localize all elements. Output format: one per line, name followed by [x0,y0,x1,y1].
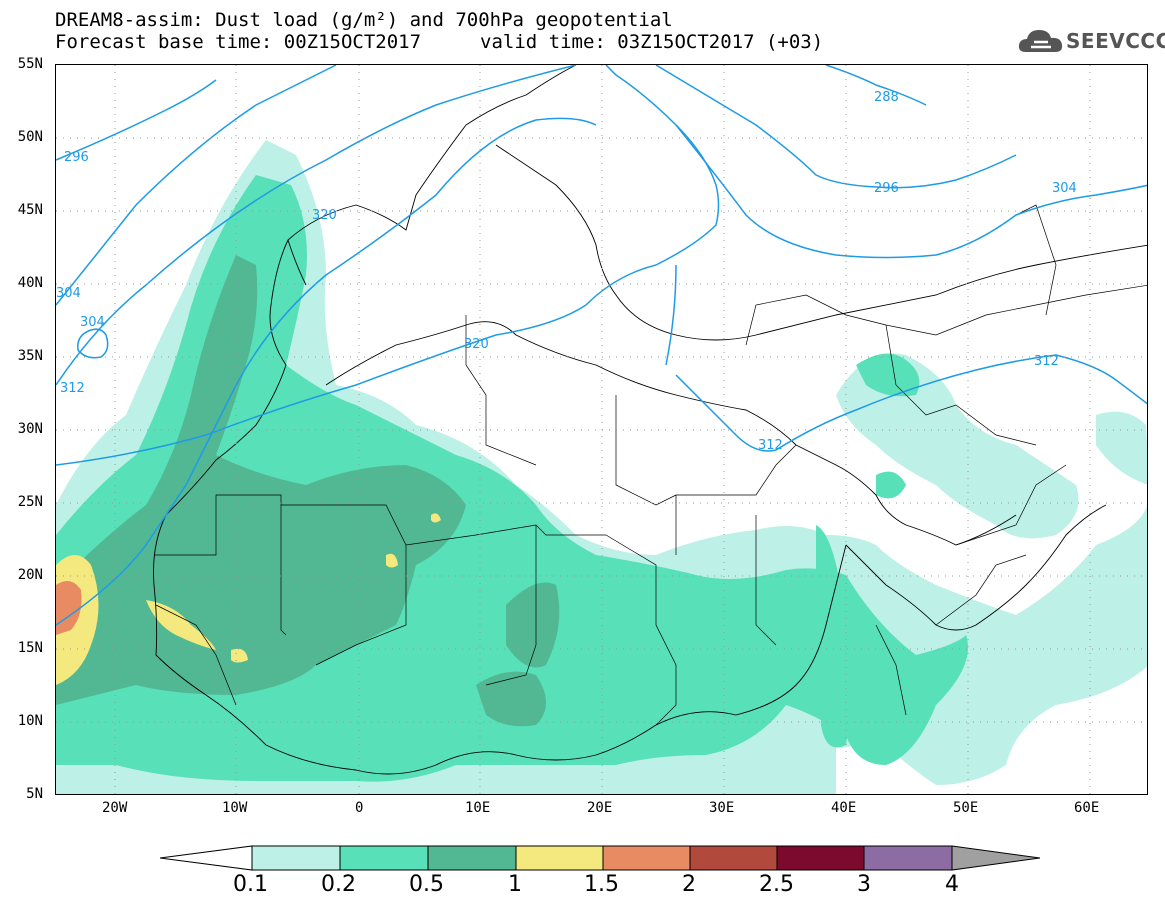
color-scale-bar [159,845,1041,875]
color-scale-svg [159,845,1041,871]
scale-label-2.5: 2.5 [759,872,794,897]
contour-312-south [665,264,677,366]
contour-label-296-w: 296 [64,150,89,165]
contour-320-lower [56,304,587,466]
lon-label-60e: 60E [1074,800,1100,816]
lat-label-20n: 20N [17,567,43,583]
contour-304-loop [77,328,109,359]
contour-labels: 296 320 304 304 312 320 312 288 296 304 … [56,90,1077,453]
dust-level-0.5 [56,255,560,727]
lon-label-20w: 20W [102,800,128,816]
logo-text: SEEVCCC [1066,29,1165,53]
contour-label-296-e: 296 [874,181,899,196]
contour-312-central [585,65,720,306]
contour-312-east [675,354,1147,452]
lat-label-15n: 15N [17,640,43,656]
scale-min-arrow [159,845,253,871]
lat-label-55n: 55N [17,56,43,72]
lat-label-40n: 40N [17,275,43,291]
scale-max-arrow [951,845,1041,871]
scale-bin-0.5 [427,845,517,871]
seevccc-logo: SEEVCCC [1018,26,1165,56]
lat-label-45n: 45N [17,202,43,218]
country-borders [154,204,1147,726]
lon-label-10e: 10E [465,800,491,816]
lon-label-0: 0 [355,800,364,816]
grid-lines [56,65,1147,794]
contour-label-312-w: 312 [60,381,85,396]
lat-label-35n: 35N [17,348,43,364]
contour-288 [825,65,927,106]
valid-time: valid time: 03Z15OCT2017 (+03) [480,31,824,53]
contour-296-east [655,65,1017,189]
scale-bin-1 [515,845,604,871]
lon-label-20e: 20E [587,800,613,816]
forecast-times: Forecast base time: 00Z15OCT2017 valid ti… [55,31,823,53]
contour-label-320-c: 320 [464,337,489,352]
scale-bin-0.2 [339,845,429,871]
lat-label-50n: 50N [17,129,43,145]
contour-label-304-e: 304 [1052,181,1077,196]
scale-label-4: 4 [945,872,959,897]
contour-296-west [56,79,217,161]
contour-label-320-n: 320 [312,208,337,223]
scale-bin-1.5 [602,845,691,871]
lon-label-10w: 10W [222,800,248,816]
forecast-base-time: Forecast base time: 00Z15OCT2017 [55,31,422,53]
lon-label-40e: 40E [831,800,857,816]
map-panel: 296 320 304 304 312 320 312 288 296 304 … [55,64,1148,795]
contour-label-288: 288 [874,90,899,105]
map-title: DREAM8-assim: Dust load (g/m²) and 700hP… [55,9,673,31]
scale-label-1.5: 1.5 [584,872,619,897]
scale-bin-3 [863,845,953,871]
lat-label-10n: 10N [17,713,43,729]
lon-label-50e: 50E [953,800,979,816]
lat-label-5n: 5N [26,786,43,802]
contour-label-304-w: 304 [56,286,81,301]
cloud-icon [1018,30,1063,52]
lat-label-25n: 25N [17,494,43,510]
scale-bin-2 [689,845,778,871]
scale-label-1: 1 [508,872,522,897]
map-canvas: 296 320 304 304 312 320 312 288 296 304 … [56,65,1147,794]
scale-label-3: 3 [857,872,871,897]
lat-label-30n: 30N [17,421,43,437]
contour-label-304-loop: 304 [80,315,105,330]
scale-label-0.1: 0.1 [233,872,268,897]
contour-label-312-c: 312 [758,438,783,453]
scale-label-0.5: 0.5 [409,872,444,897]
contour-312-west [56,65,577,386]
geopotential-contours [56,65,1147,626]
scale-bin-0.1 [251,845,341,871]
scale-label-0.2: 0.2 [321,872,356,897]
scale-bin-2.5 [776,845,865,871]
contour-320 [56,117,597,626]
lon-label-30e: 30E [709,800,735,816]
contour-label-312-e: 312 [1034,354,1059,369]
contour-304-west [56,65,337,306]
contour-304-east [675,124,1147,259]
scale-label-2: 2 [682,872,696,897]
